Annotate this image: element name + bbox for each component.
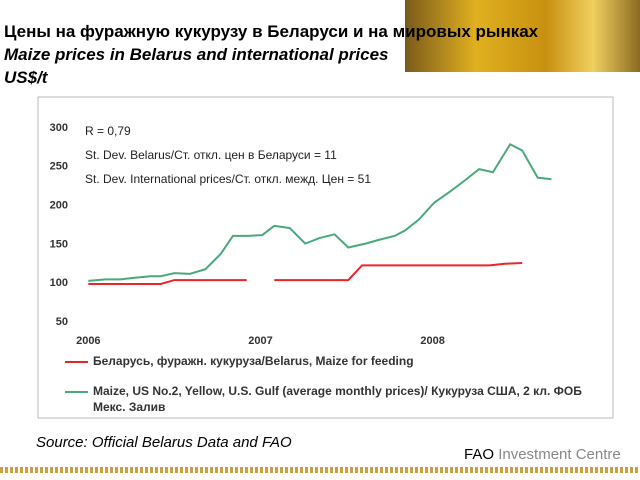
annotation: St. Dev. International prices/Ст. откл. … [85,172,371,186]
org-name: FAO [464,446,495,463]
unit: US$/t [4,68,48,87]
y-tick-label: 300 [50,122,68,134]
y-tick-label: 200 [50,200,68,212]
y-tick-label: 50 [56,316,68,328]
x-tick-label: 2008 [420,335,444,347]
y-tick-label: 100 [50,277,68,289]
legend-label: Беларусь, фуражн. кукуруза/Belarus, Maiz… [93,354,414,368]
series-line [88,142,552,282]
annotation: R = 0,79 [85,124,131,138]
annotation: St. Dev. Belarus/Ст. откл. цен в Беларус… [85,148,337,162]
series-line [88,279,247,285]
bottom-rule [0,467,640,473]
org: FAO Investment Centre [464,446,621,463]
legend-label: Maize, US No.2, Yellow, U.S. Gulf (avera… [93,384,582,414]
title-ru: Цены на фуражную кукурузу в Беларуси и н… [4,22,539,41]
corn-image [405,0,640,72]
chart-frame [37,96,614,419]
title-en: Maize prices in Belarus and internationa… [4,45,389,64]
y-tick-label: 250 [50,161,68,173]
source: Source: Official Belarus Data and FAO [36,434,292,451]
y-tick-label: 150 [50,238,68,250]
x-tick-label: 2006 [76,335,100,347]
x-tick-label: 2007 [248,335,272,347]
series-line [274,262,523,282]
org-rest: Investment Centre [498,446,621,463]
